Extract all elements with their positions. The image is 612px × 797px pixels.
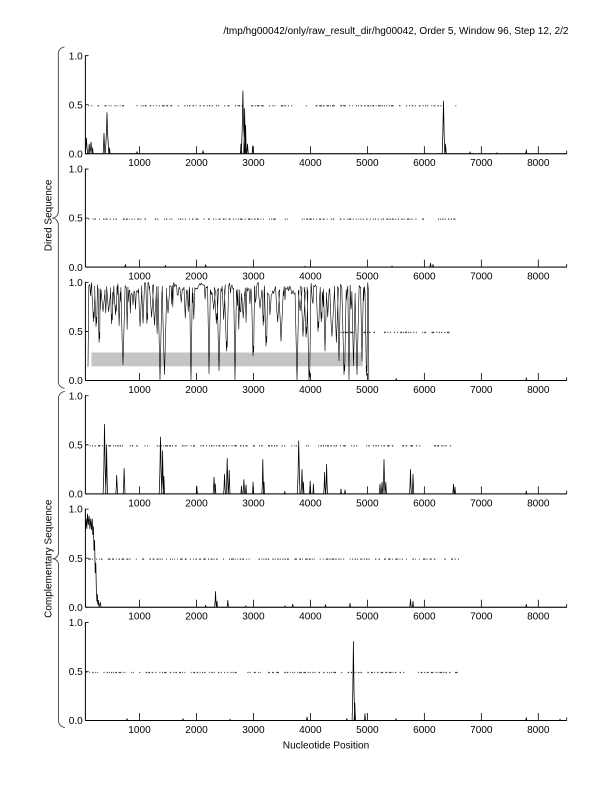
svg-text:5000: 5000 (356, 158, 379, 169)
svg-text:7000: 7000 (470, 612, 493, 623)
svg-text:6000: 6000 (413, 158, 436, 169)
svg-text:1000: 1000 (128, 612, 151, 623)
svg-text:8000: 8000 (527, 272, 550, 283)
svg-text:0.0: 0.0 (69, 603, 83, 614)
svg-text:3000: 3000 (242, 385, 265, 396)
svg-text:7000: 7000 (470, 385, 493, 396)
svg-text:4000: 4000 (299, 498, 322, 509)
svg-text:5000: 5000 (356, 612, 379, 623)
svg-text:0.5: 0.5 (69, 440, 83, 451)
svg-text:2000: 2000 (185, 612, 208, 623)
svg-text:0.0: 0.0 (69, 376, 83, 387)
svg-text:1.0: 1.0 (69, 278, 83, 289)
svg-text:8000: 8000 (527, 158, 550, 169)
svg-text:1000: 1000 (128, 272, 151, 283)
svg-text:3000: 3000 (242, 725, 265, 736)
svg-text:Complementary Sequence: Complementary Sequence (43, 499, 54, 618)
svg-text:5000: 5000 (356, 385, 379, 396)
svg-text:0.5: 0.5 (69, 554, 83, 565)
svg-text:Nucleotide Position: Nucleotide Position (283, 740, 369, 751)
svg-text:3000: 3000 (242, 272, 265, 283)
svg-text:0.0: 0.0 (69, 489, 83, 500)
svg-text:6000: 6000 (413, 725, 436, 736)
svg-text:3000: 3000 (242, 612, 265, 623)
svg-text:7000: 7000 (470, 158, 493, 169)
svg-text:4000: 4000 (299, 272, 322, 283)
svg-text:0.5: 0.5 (69, 100, 83, 111)
svg-text:4000: 4000 (299, 612, 322, 623)
svg-text:2000: 2000 (185, 272, 208, 283)
svg-text:6000: 6000 (413, 612, 436, 623)
svg-text:7000: 7000 (470, 272, 493, 283)
svg-text:8000: 8000 (527, 725, 550, 736)
svg-text:1000: 1000 (128, 385, 151, 396)
svg-text:1000: 1000 (128, 498, 151, 509)
svg-text:6000: 6000 (413, 498, 436, 509)
svg-text:6000: 6000 (413, 385, 436, 396)
svg-text:2000: 2000 (185, 158, 208, 169)
svg-text:1.0: 1.0 (69, 51, 83, 62)
svg-text:6000: 6000 (413, 272, 436, 283)
svg-text:0.5: 0.5 (69, 327, 83, 338)
svg-text:1000: 1000 (128, 158, 151, 169)
svg-text:0.5: 0.5 (69, 667, 83, 678)
svg-text:Dired Sequence: Dired Sequence (43, 179, 54, 251)
svg-text:4000: 4000 (299, 158, 322, 169)
svg-text:8000: 8000 (527, 385, 550, 396)
svg-text:5000: 5000 (356, 272, 379, 283)
svg-text:1.0: 1.0 (69, 505, 83, 516)
svg-text:2000: 2000 (185, 498, 208, 509)
svg-text:2000: 2000 (185, 725, 208, 736)
svg-text:5000: 5000 (356, 725, 379, 736)
svg-text:/tmp/hg00042/only/raw_result_d: /tmp/hg00042/only/raw_result_dir/hg00042… (223, 26, 569, 37)
svg-text:1.0: 1.0 (69, 391, 83, 402)
svg-text:7000: 7000 (470, 498, 493, 509)
svg-text:3000: 3000 (242, 158, 265, 169)
svg-text:4000: 4000 (299, 385, 322, 396)
svg-text:2000: 2000 (185, 385, 208, 396)
svg-text:1.0: 1.0 (69, 618, 83, 629)
svg-text:7000: 7000 (470, 725, 493, 736)
svg-text:0.0: 0.0 (69, 716, 83, 727)
svg-text:5000: 5000 (356, 498, 379, 509)
svg-text:1.0: 1.0 (69, 165, 83, 176)
svg-text:8000: 8000 (527, 612, 550, 623)
svg-text:4000: 4000 (299, 725, 322, 736)
svg-text:0.0: 0.0 (69, 149, 83, 160)
svg-text:1000: 1000 (128, 725, 151, 736)
svg-text:0.0: 0.0 (69, 263, 83, 274)
svg-text:8000: 8000 (527, 498, 550, 509)
svg-text:3000: 3000 (242, 498, 265, 509)
svg-text:0.5: 0.5 (69, 214, 83, 225)
